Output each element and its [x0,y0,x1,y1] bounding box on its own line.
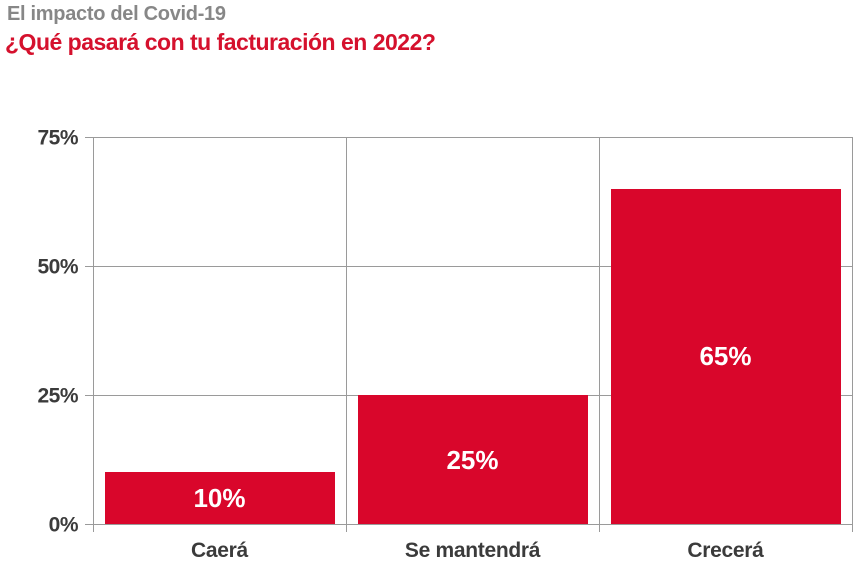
bar-value-label: 65% [699,341,752,372]
y-axis-line [93,137,94,532]
plot-right-border [852,137,853,532]
category-label: Caerá [191,539,248,562]
panel-separator [346,137,347,532]
bar [357,395,588,524]
gridline [85,524,852,525]
gridline [85,137,852,138]
bar-value-label: 10% [193,483,246,514]
y-axis-tick-label: 75% [37,126,78,149]
bar-value-label: 25% [446,444,499,475]
chart-kicker: El impacto del Covid-19 [7,3,226,25]
y-axis-tick-label: 50% [37,255,78,278]
category-label: Crecerá [687,539,764,562]
chart-title-question: ¿Qué pasará con tu facturación en 2022? [5,29,436,55]
y-axis-tick-label: 0% [48,513,79,536]
bar [610,188,841,524]
y-axis-tick-label: 25% [37,384,78,407]
bar [104,472,335,524]
gridline [85,266,852,267]
panel-separator [599,137,600,532]
category-label: Se mantendrá [404,539,541,562]
